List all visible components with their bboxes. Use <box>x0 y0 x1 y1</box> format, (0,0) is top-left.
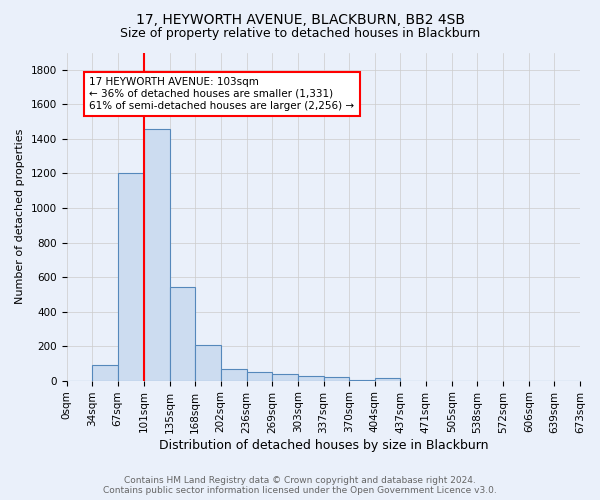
Text: 17, HEYWORTH AVENUE, BLACKBURN, BB2 4SB: 17, HEYWORTH AVENUE, BLACKBURN, BB2 4SB <box>136 12 464 26</box>
X-axis label: Distribution of detached houses by size in Blackburn: Distribution of detached houses by size … <box>158 440 488 452</box>
Bar <box>298 376 323 380</box>
Bar <box>375 378 400 380</box>
Bar <box>221 370 247 380</box>
Y-axis label: Number of detached properties: Number of detached properties <box>15 129 25 304</box>
Bar <box>247 372 272 380</box>
Bar <box>272 374 298 380</box>
Bar <box>92 365 118 380</box>
Text: Size of property relative to detached houses in Blackburn: Size of property relative to detached ho… <box>120 28 480 40</box>
Bar <box>118 174 143 380</box>
Bar <box>195 346 221 380</box>
Bar <box>143 128 170 380</box>
Bar <box>170 288 195 380</box>
Text: Contains HM Land Registry data © Crown copyright and database right 2024.
Contai: Contains HM Land Registry data © Crown c… <box>103 476 497 495</box>
Text: 17 HEYWORTH AVENUE: 103sqm
← 36% of detached houses are smaller (1,331)
61% of s: 17 HEYWORTH AVENUE: 103sqm ← 36% of deta… <box>89 78 355 110</box>
Bar <box>323 378 349 380</box>
